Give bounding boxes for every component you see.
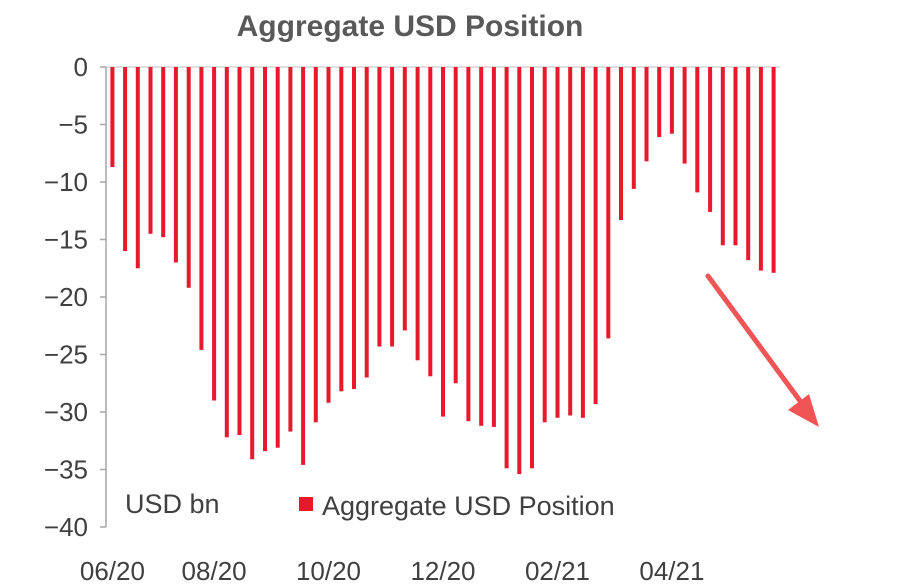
bar xyxy=(173,67,178,263)
bar xyxy=(352,67,356,389)
y-tick-label: −5 xyxy=(58,110,88,140)
bar xyxy=(695,67,700,193)
x-tick-label: 04/21 xyxy=(639,556,704,586)
bar xyxy=(606,67,611,339)
bar xyxy=(390,67,395,347)
legend-swatch xyxy=(299,497,313,511)
bar xyxy=(758,67,763,271)
bar xyxy=(657,67,662,138)
y-tick-labels: 0 −5 −10 −15 −20 −25 −30 −35 −40 xyxy=(44,52,88,542)
bar xyxy=(364,67,369,378)
bar xyxy=(313,67,318,423)
bar xyxy=(428,67,433,377)
bar xyxy=(199,67,204,350)
bar xyxy=(517,67,522,475)
bar xyxy=(542,67,547,423)
y-tick-label: 0 xyxy=(74,52,88,82)
units-label: USD bn xyxy=(125,489,220,519)
bar xyxy=(237,67,242,435)
bar xyxy=(619,67,623,220)
trend-arrow-shaft xyxy=(705,273,809,412)
bar xyxy=(733,67,738,246)
chart-title: Aggregate USD Position xyxy=(236,10,584,43)
x-tick-label: 12/20 xyxy=(410,556,475,586)
bar xyxy=(491,67,496,427)
legend: Aggregate USD Position xyxy=(299,491,615,521)
bar xyxy=(530,67,534,469)
y-tick-label: −30 xyxy=(44,397,88,427)
y-tick-label: −40 xyxy=(44,512,88,542)
bar xyxy=(504,67,509,469)
bar xyxy=(224,67,229,438)
bar xyxy=(682,67,687,164)
trend-arrow-head xyxy=(788,394,819,427)
x-tick-label: 08/20 xyxy=(182,556,247,586)
y-tick-label: −25 xyxy=(44,340,88,370)
bar xyxy=(288,67,293,432)
bar xyxy=(720,67,725,246)
bar xyxy=(135,67,140,269)
bar xyxy=(771,67,776,273)
bar xyxy=(275,67,280,448)
bar xyxy=(110,67,115,167)
bar xyxy=(441,67,445,417)
bar xyxy=(263,67,267,452)
y-tick-label: −20 xyxy=(44,282,88,312)
bar xyxy=(631,67,636,189)
bar xyxy=(644,67,649,162)
bar xyxy=(466,67,471,422)
legend-label: Aggregate USD Position xyxy=(322,491,615,521)
y-tick-label: −15 xyxy=(44,225,88,255)
bar xyxy=(453,67,458,384)
bar xyxy=(161,67,166,238)
x-tick-label: 10/20 xyxy=(296,556,361,586)
bar xyxy=(580,67,585,418)
bar xyxy=(212,67,217,401)
bar xyxy=(186,67,191,288)
trend-arrow xyxy=(705,273,819,427)
bar xyxy=(669,67,674,134)
bar xyxy=(250,67,255,460)
bar xyxy=(148,67,153,234)
x-tick-labels: 06/20 08/20 10/20 12/20 02/21 04/21 xyxy=(80,556,705,586)
bar xyxy=(415,67,420,361)
bars xyxy=(110,67,776,475)
bar xyxy=(555,67,560,418)
bar xyxy=(593,67,598,404)
y-tick-label: −10 xyxy=(44,167,88,197)
y-tick-label: −35 xyxy=(44,455,88,485)
x-tick-label: 02/21 xyxy=(525,556,590,586)
bar xyxy=(479,67,484,426)
bar xyxy=(568,67,573,416)
bar xyxy=(123,67,128,251)
bar xyxy=(339,67,344,392)
bar xyxy=(301,67,306,465)
bar xyxy=(746,67,751,261)
bar xyxy=(402,67,407,331)
bar xyxy=(326,67,331,403)
bar xyxy=(377,67,382,347)
bar xyxy=(708,67,713,212)
x-tick-label: 06/20 xyxy=(80,556,145,586)
